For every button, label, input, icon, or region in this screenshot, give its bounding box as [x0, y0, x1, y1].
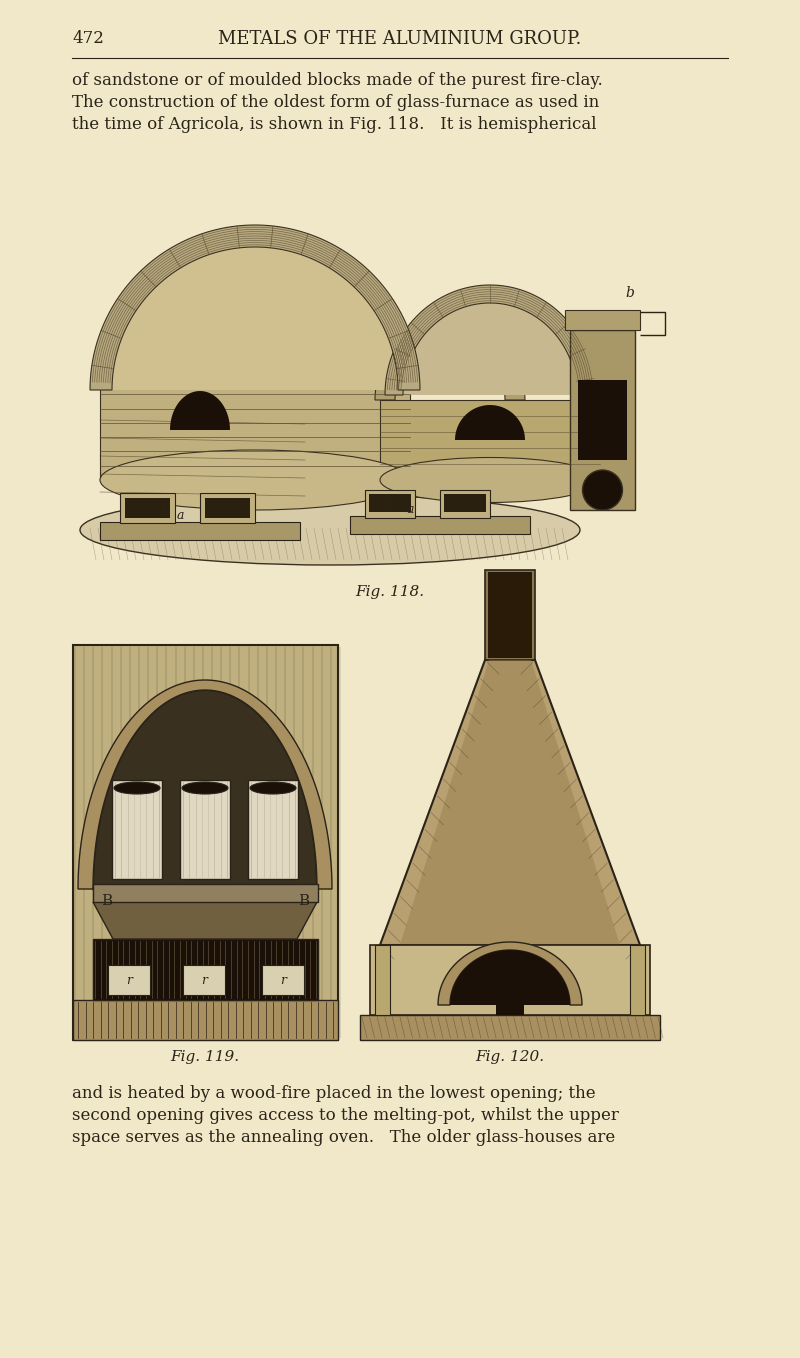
Bar: [365, 490, 415, 517]
Polygon shape: [385, 285, 595, 395]
Polygon shape: [78, 680, 332, 889]
Polygon shape: [112, 247, 398, 390]
Bar: [120, 493, 175, 523]
Polygon shape: [403, 303, 577, 395]
Bar: [248, 779, 298, 879]
Bar: [183, 966, 225, 995]
Bar: [375, 945, 390, 1014]
Bar: [630, 945, 645, 1014]
Bar: [370, 945, 650, 1014]
Bar: [485, 570, 535, 660]
Polygon shape: [438, 942, 582, 1005]
Text: b: b: [386, 498, 394, 512]
Bar: [262, 966, 304, 995]
Bar: [565, 310, 640, 330]
Bar: [108, 966, 150, 995]
Text: a: a: [176, 509, 184, 521]
Polygon shape: [455, 405, 525, 440]
Polygon shape: [375, 320, 525, 401]
Text: B: B: [298, 894, 309, 909]
Ellipse shape: [100, 449, 410, 511]
Bar: [93, 938, 318, 999]
Text: The construction of the oldest form of glass-furnace as used in: The construction of the oldest form of g…: [72, 94, 599, 111]
Text: B: B: [101, 894, 112, 909]
Ellipse shape: [250, 782, 296, 794]
Polygon shape: [450, 951, 570, 1005]
Bar: [73, 645, 338, 1040]
Bar: [73, 999, 338, 1040]
Polygon shape: [93, 902, 317, 938]
Text: r: r: [201, 974, 207, 986]
Circle shape: [582, 470, 622, 511]
Bar: [93, 884, 318, 902]
Ellipse shape: [114, 782, 160, 794]
Polygon shape: [93, 690, 317, 889]
Bar: [570, 330, 635, 511]
Text: a: a: [406, 502, 414, 516]
Text: b: b: [161, 505, 169, 517]
Text: b: b: [626, 287, 634, 300]
Text: space serves as the annealing oven.   The older glass-houses are: space serves as the annealing oven. The …: [72, 1128, 615, 1146]
Text: r: r: [126, 974, 132, 986]
Bar: [369, 494, 411, 512]
Bar: [205, 498, 250, 517]
Bar: [200, 493, 255, 523]
Bar: [350, 516, 530, 534]
Polygon shape: [400, 660, 620, 945]
Bar: [360, 1014, 660, 1040]
Polygon shape: [380, 660, 640, 945]
Bar: [444, 494, 486, 512]
Bar: [488, 572, 532, 659]
Text: the time of Agricola, is shown in Fig. 118.   It is hemispherical: the time of Agricola, is shown in Fig. 1…: [72, 115, 597, 133]
Text: METALS OF THE ALUMINIUM GROUP.: METALS OF THE ALUMINIUM GROUP.: [218, 30, 582, 48]
Polygon shape: [100, 380, 410, 479]
Text: Fig. 120.: Fig. 120.: [475, 1050, 545, 1065]
Ellipse shape: [380, 458, 600, 502]
Bar: [180, 779, 230, 879]
Text: Fig. 119.: Fig. 119.: [170, 1050, 239, 1065]
Text: and is heated by a wood-fire placed in the lowest opening; the: and is heated by a wood-fire placed in t…: [72, 1085, 596, 1101]
Ellipse shape: [182, 782, 228, 794]
Polygon shape: [90, 225, 420, 390]
Bar: [112, 779, 162, 879]
Text: of sandstone or of moulded blocks made of the purest fire-clay.: of sandstone or of moulded blocks made o…: [72, 72, 602, 90]
Bar: [496, 975, 524, 1014]
Polygon shape: [170, 391, 230, 430]
Bar: [440, 490, 490, 517]
Polygon shape: [380, 401, 600, 479]
Bar: [100, 521, 300, 540]
Ellipse shape: [80, 496, 580, 565]
Bar: [578, 380, 627, 460]
Text: r: r: [280, 974, 286, 986]
Text: second opening gives access to the melting-pot, whilst the upper: second opening gives access to the melti…: [72, 1107, 619, 1124]
Bar: [125, 498, 170, 517]
Text: 472: 472: [72, 30, 104, 48]
Text: Fig. 118.: Fig. 118.: [355, 585, 425, 599]
